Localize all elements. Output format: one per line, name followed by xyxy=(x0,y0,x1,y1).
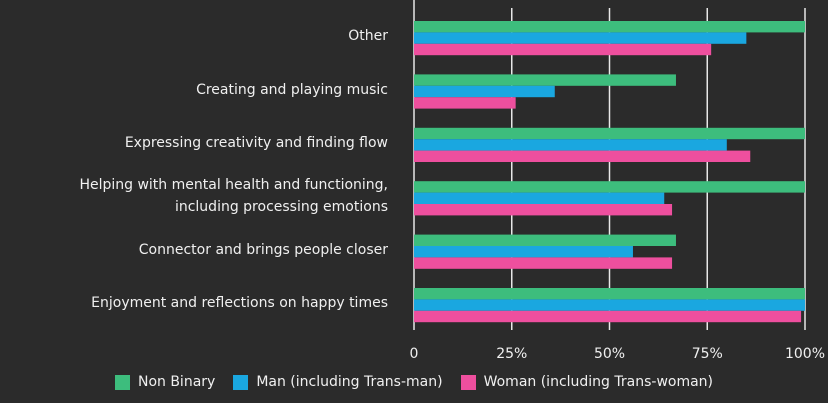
bar xyxy=(414,97,516,109)
category-label: Creating and playing music xyxy=(196,81,388,98)
bar xyxy=(414,288,805,300)
x-tick-label: 100% xyxy=(785,346,825,362)
legend-swatch xyxy=(114,374,130,390)
bar xyxy=(414,127,805,140)
legend-swatch xyxy=(460,374,476,390)
bar xyxy=(414,74,676,86)
x-tick-label: 0 xyxy=(410,346,419,362)
category-label: Connector and brings people closer xyxy=(138,241,388,258)
bar xyxy=(414,21,805,33)
bar xyxy=(414,85,555,98)
bar xyxy=(414,234,676,246)
category-label: Other xyxy=(348,28,388,45)
bar xyxy=(414,310,802,323)
legend-label: Man (including Trans-man) xyxy=(256,374,443,390)
bar xyxy=(414,257,673,269)
bar xyxy=(414,139,727,151)
bar xyxy=(414,150,751,162)
bar xyxy=(414,192,665,204)
category-label: Helping with mental health and functioni… xyxy=(79,177,388,216)
bar xyxy=(414,299,805,311)
legend: Non Binary Man (including Trans-man) Woman… xyxy=(0,374,828,390)
legend-item: Woman (including Trans-woman) xyxy=(460,374,714,390)
legend-label: Woman (including Trans-woman) xyxy=(483,374,714,390)
bar xyxy=(414,181,805,193)
category-label: Enjoyment and reflections on happy times xyxy=(91,295,388,312)
category-label: Expressing creativity and finding flow xyxy=(124,134,388,151)
bar xyxy=(414,43,712,56)
legend-label: Non Binary xyxy=(137,374,216,390)
bar xyxy=(414,246,633,258)
bar xyxy=(414,204,673,216)
legend-item: Man (including Trans-man) xyxy=(233,374,443,390)
x-tick-label: 75% xyxy=(692,346,723,362)
legend-item: Non Binary xyxy=(114,374,216,390)
bar xyxy=(414,32,747,44)
x-tick-label: 25% xyxy=(496,346,527,362)
legend-swatch xyxy=(233,374,249,390)
x-tick-label: 50% xyxy=(594,346,625,362)
